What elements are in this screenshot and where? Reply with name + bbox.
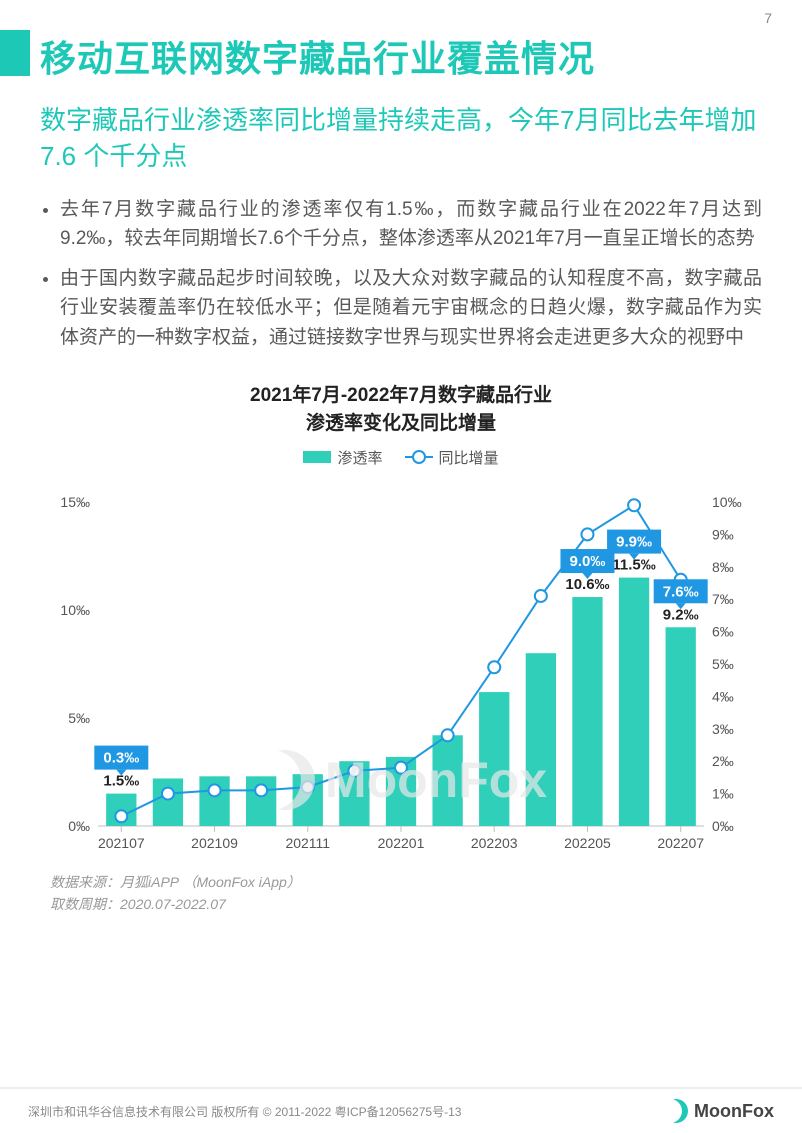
source-note: 数据来源：月狐iAPP （MoonFox iApp） 取数周期：2020.07-… (0, 867, 802, 916)
svg-text:0‰: 0‰ (68, 818, 90, 834)
svg-text:10‰: 10‰ (60, 602, 90, 618)
svg-text:202205: 202205 (564, 835, 611, 851)
svg-text:4‰: 4‰ (712, 688, 734, 704)
svg-text:0.3‰: 0.3‰ (103, 750, 139, 767)
legend-bar-swatch (303, 451, 331, 463)
svg-text:202201: 202201 (378, 835, 425, 851)
chart-svg-wrap: 0‰ 5‰ 10‰ 15‰ 0‰ 1‰ 2‰ 3‰ 4‰ 5‰ 6‰ 7‰ 8‰ 9‰ 10‰ 202107 2… (40, 472, 762, 867)
svg-text:9.9‰: 9.9‰ (616, 534, 652, 551)
combo-chart: 0‰ 5‰ 10‰ 15‰ 0‰ 1‰ 2‰ 3‰ 4‰ 5‰ 6‰ 7‰ 8‰ 9‰ 10‰ 202107 2… (40, 472, 762, 862)
title-accent-bar (0, 30, 30, 76)
footer-copyright: 深圳市和讯华谷信息技术有限公司 版权所有 © 2011-2022 粤ICP备12… (28, 1103, 461, 1120)
footer-logo: MoonFox (664, 1099, 774, 1123)
legend-bar-label: 渗透率 (337, 447, 382, 468)
title-block: 移动互联网数字藏品行业覆盖情况 (0, 0, 802, 92)
svg-text:202107: 202107 (98, 835, 145, 851)
svg-text:15‰: 15‰ (60, 494, 90, 510)
source-line2: 取数周期：2020.07-2022.07 (50, 893, 762, 915)
svg-text:6‰: 6‰ (712, 624, 734, 640)
svg-text:7.6‰: 7.6‰ (663, 583, 699, 600)
svg-text:5‰: 5‰ (712, 656, 734, 672)
svg-text:9.0‰: 9.0‰ (570, 553, 606, 570)
subtitle: 数字藏品行业渗透率同比增量持续走高，今年7月同比去年增加7.6 个千分点 (0, 92, 802, 185)
legend-bar: 渗透率 (303, 447, 382, 468)
chart-title-line1: 2021年7月-2022年7月数字藏品行业 (250, 385, 552, 406)
svg-text:5‰: 5‰ (68, 710, 90, 726)
svg-text:2‰: 2‰ (712, 753, 734, 769)
chart-title-line2: 渗透率变化及同比增量 (306, 413, 496, 434)
moon-icon (664, 1099, 688, 1123)
bullet-item: 由于国内数字藏品起步时间较晚，以及大众对数字藏品的认知程度不高，数字藏品行业安装… (60, 264, 762, 352)
page-footer: 深圳市和讯华谷信息技术有限公司 版权所有 © 2011-2022 粤ICP备12… (0, 1087, 802, 1133)
legend-line: 同比增量 (405, 447, 499, 468)
svg-text:10‰: 10‰ (712, 494, 742, 510)
svg-text:8‰: 8‰ (712, 559, 734, 575)
page-title: 移动互联网数字藏品行业覆盖情况 (40, 30, 762, 82)
chart-legend: 渗透率 同比增量 (40, 447, 762, 468)
footer-logo-text: MoonFox (694, 1101, 774, 1122)
source-line1: 数据来源：月狐iAPP （MoonFox iApp） (50, 871, 762, 893)
chart-title: 2021年7月-2022年7月数字藏品行业 渗透率变化及同比增量 (40, 382, 762, 439)
bullet-list: 去年7月数字藏品行业的渗透率仅有1.5‰，而数字藏品行业在2022年7月达到9.… (0, 185, 802, 372)
bullet-item: 去年7月数字藏品行业的渗透率仅有1.5‰，而数字藏品行业在2022年7月达到9.… (60, 195, 762, 254)
svg-text:0‰: 0‰ (712, 818, 734, 834)
chart-block: 2021年7月-2022年7月数字藏品行业 渗透率变化及同比增量 渗透率 同比增… (0, 372, 802, 867)
svg-text:202207: 202207 (657, 835, 704, 851)
svg-text:202109: 202109 (191, 835, 238, 851)
legend-line-swatch (405, 456, 433, 458)
svg-text:3‰: 3‰ (712, 721, 734, 737)
svg-text:202203: 202203 (471, 835, 518, 851)
svg-text:9‰: 9‰ (712, 526, 734, 542)
svg-text:1‰: 1‰ (712, 786, 734, 802)
svg-text:202111: 202111 (285, 835, 330, 851)
svg-text:7‰: 7‰ (712, 591, 734, 607)
legend-line-label: 同比增量 (439, 447, 499, 468)
